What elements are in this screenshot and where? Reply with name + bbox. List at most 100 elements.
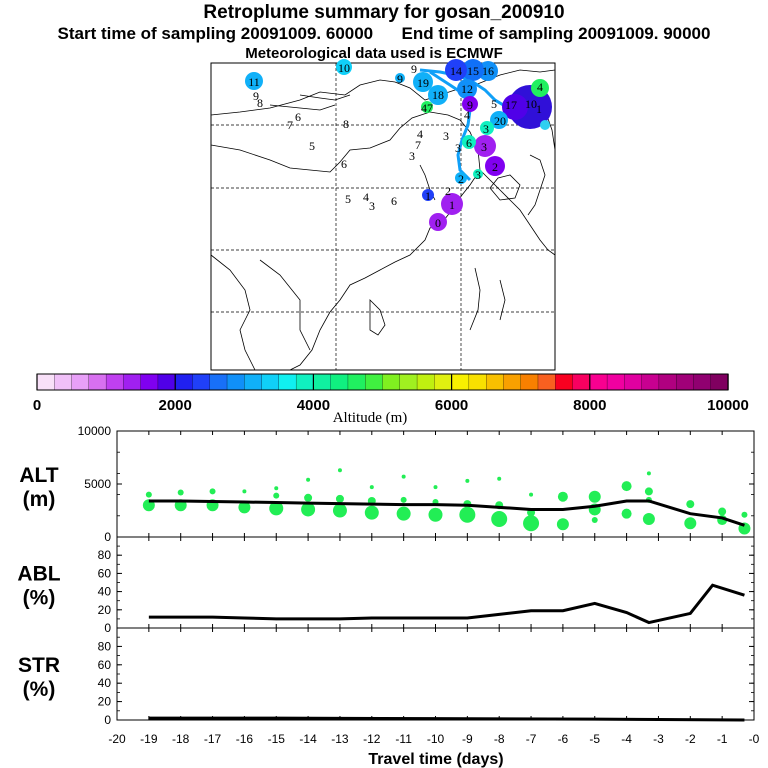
alt-panel-series-line (148, 499, 745, 527)
y-tick-label: 80 (98, 639, 112, 653)
x-tick-label: -14 (299, 732, 317, 746)
x-tick-label: -5 (589, 732, 600, 746)
plume-day-label: 6 (295, 110, 301, 124)
str-panel-label: STR (18, 654, 60, 677)
sampling-times-line: Start time of sampling 20091009. 60000 E… (0, 24, 768, 44)
alt-scatter-point (465, 478, 470, 483)
plume-day-label: 9 (467, 98, 473, 112)
plume-day-label: 20 (494, 114, 506, 128)
plume-day-label: 11 (248, 75, 260, 89)
alt-scatter-point (238, 501, 251, 514)
colorbar-cell (624, 373, 643, 391)
plume-day-label: 17 (505, 98, 517, 112)
alt-panel-unit: (m) (23, 488, 56, 511)
alt-scatter-point (335, 494, 344, 503)
colorbar-label: Altitude (m) (333, 410, 408, 426)
x-tick-label: -1 (717, 732, 728, 746)
colorbar-cell (399, 373, 418, 391)
x-tick-label: -20 (108, 732, 126, 746)
y-tick-label: 5000 (84, 477, 111, 491)
abl-panel: 80 60 40 20 0 ABL(%) (17, 536, 755, 635)
alt-scatter-point (304, 493, 313, 502)
x-tick-label: -13 (331, 732, 349, 746)
str-panel-frame (116, 627, 755, 721)
colorbar-cell (693, 373, 712, 391)
plume-day-label: 14 (450, 64, 462, 78)
colorbar-cell (123, 373, 142, 391)
colorbar-cell (451, 373, 470, 391)
abl-panel-frame (116, 536, 755, 629)
y-tick-label: 40 (98, 676, 112, 690)
colorbar-cell (555, 373, 574, 391)
alt-scatter-point (741, 511, 748, 518)
colorbar-cells (36, 373, 729, 391)
x-tick-label: -3 (653, 732, 664, 746)
alt-scatter-point (209, 488, 216, 495)
x-tick-label: -6 (558, 732, 569, 746)
plume-day-label: 18 (432, 88, 444, 102)
plume-day-label: 2 (492, 160, 498, 174)
plume-day-label: 7 (287, 118, 293, 132)
map-coastlines (210, 69, 556, 371)
y-tick-label: 0 (104, 621, 111, 635)
colorbar-cell (676, 373, 695, 391)
x-tick-label: -8 (494, 732, 505, 746)
plume-day-label: 3 (369, 199, 375, 213)
plume-day-label: 3 (409, 149, 415, 163)
colorbar-cell (347, 373, 366, 391)
colorbar-cell (71, 373, 90, 391)
x-tick-label: -4 (621, 732, 632, 746)
plume-day-label: 5 (309, 139, 315, 153)
plume-day-label: 0 (435, 216, 441, 230)
plume-day-label: 5 (345, 192, 351, 206)
alt-scatter-point (621, 481, 632, 492)
colorbar-tick-label: 4000 (297, 397, 330, 414)
plume-day-label: 1 (425, 189, 431, 203)
colorbar-tick-label: 8000 (573, 397, 606, 414)
x-tick-label: -19 (140, 732, 158, 746)
alt-scatter-point (684, 517, 697, 530)
y-tick-label: 80 (98, 548, 112, 562)
plume-day-label: 9 (397, 72, 403, 86)
y-tick-label: 40 (98, 585, 112, 599)
start-time-label: Start time of sampling 20091009. 60000 (57, 24, 374, 43)
colorbar-cell (313, 373, 332, 391)
plume-day-label: 3 (481, 140, 487, 154)
altitude-colorbar: 0 2000 4000 6000 8000 10000 Altitude (m) (33, 373, 749, 426)
alt-scatter-point (644, 487, 653, 496)
alt-scatter-point (400, 496, 407, 503)
alt-scatter-point (332, 503, 347, 518)
colorbar-tick-label: 2000 (159, 397, 192, 414)
colorbar-cell (503, 373, 522, 391)
alt-scatter-point (177, 489, 184, 496)
alt-scatter-point (401, 474, 406, 479)
plume-day-label: 15 (467, 64, 479, 78)
plume-day-label: 2 (458, 172, 464, 186)
alt-scatter-point (433, 485, 438, 490)
alt-scatter-point (529, 492, 534, 497)
plume-day-label: 4 (417, 127, 423, 141)
y-tick-label: 20 (98, 603, 112, 617)
colorbar-cell (365, 373, 384, 391)
alt-scatter-point (591, 517, 598, 524)
plume-day-label: 6 (466, 136, 472, 150)
plume-day-label: 12 (461, 82, 473, 96)
x-tick-label: -10 (427, 732, 445, 746)
x-tick-label: -11 (395, 732, 412, 746)
plume-day-label: 3 (483, 122, 489, 136)
plume-day-label: 1 (449, 198, 455, 212)
met-data-label: Meteorological data used is ECMWF (245, 45, 503, 62)
str-panel: 80 60 40 20 0 STR(%) (18, 627, 755, 727)
colorbar-cell (88, 373, 107, 391)
colorbar-cell (261, 373, 280, 391)
plume-day-label: 8 (343, 117, 349, 131)
colorbar-cell (658, 373, 677, 391)
x-tick-label: -7 (526, 732, 537, 746)
plume-day-label: 3 (475, 168, 481, 182)
alt-scatter-point (337, 468, 342, 473)
colorbar-cell (485, 373, 505, 391)
alt-scatter-point (242, 489, 247, 494)
str-panel-series-line (148, 716, 745, 722)
